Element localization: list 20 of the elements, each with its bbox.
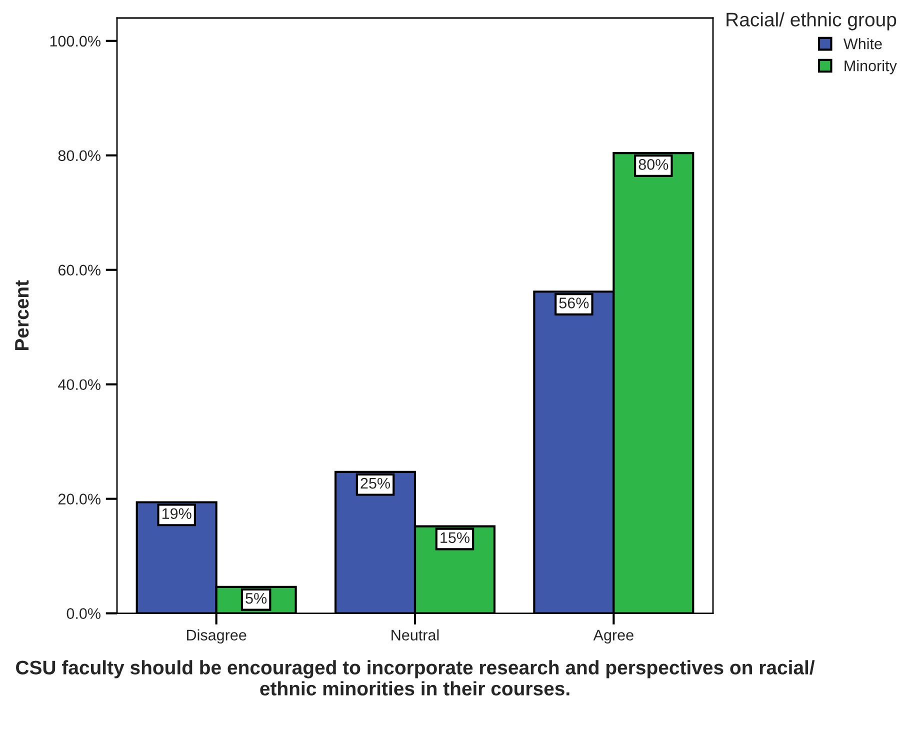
- data-label: 15%: [440, 532, 470, 544]
- data-label: 56%: [559, 298, 589, 308]
- data-label: 19%: [162, 508, 192, 520]
- y-tick-label: 80.0%: [58, 150, 100, 162]
- y-axis-title: Percent: [15, 280, 29, 350]
- y-tick-label: 100.0%: [50, 36, 100, 47]
- legend-title: Racial/ ethnic group: [726, 12, 896, 30]
- x-axis-title: CSU faculty should be encouraged to incorporate research and perspectives on racial/ ethnic minorities in their courses.: [16, 660, 815, 696]
- x-tick-label: Disagree: [187, 629, 246, 644]
- data-label: 25%: [360, 478, 390, 489]
- y-tick-label: 20.0%: [58, 494, 100, 505]
- x-tick-label: Neutral: [392, 629, 439, 640]
- y-tick-label: 60.0%: [58, 264, 100, 276]
- x-tick-label: Agree: [593, 630, 634, 644]
- legend-label: Minority: [844, 60, 897, 74]
- y-tick-label: 0.0%: [66, 608, 100, 619]
- y-tick-label: 40.0%: [58, 379, 100, 390]
- data-label: 5%: [246, 592, 267, 604]
- legend-label: White: [844, 38, 882, 50]
- data-label: 80%: [638, 159, 668, 170]
